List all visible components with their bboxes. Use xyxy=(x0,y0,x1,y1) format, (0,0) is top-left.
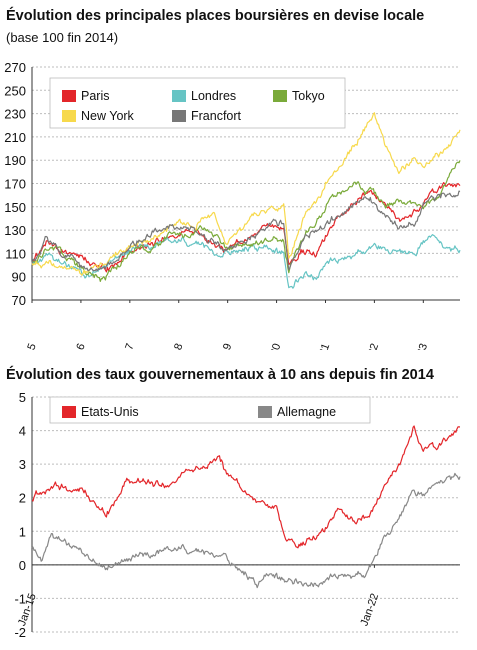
stock-index-chart: 70 90 110 130 150 170 190 210 230 250 270 Jan-15 Jan… xyxy=(4,60,461,350)
chart2-legend-label: Etats-Unis xyxy=(81,405,139,419)
chart1-ytick-label: 210 xyxy=(4,130,26,145)
chart1-ytick-label: 270 xyxy=(4,60,26,75)
chart1-legend-swatch xyxy=(62,110,76,122)
chart2-legend-swatch xyxy=(62,406,76,418)
chart2-ytick-label: -1 xyxy=(14,591,26,606)
chart1-legend-label: Londres xyxy=(191,89,236,103)
chart1-xtick-label: Jan-15 xyxy=(16,342,39,350)
chart1-legend-label: Tokyo xyxy=(292,89,325,103)
chart2-legend xyxy=(49,396,371,424)
chart2-ytick-label: 0 xyxy=(19,558,26,573)
chart1-legend-label: Paris xyxy=(81,89,109,103)
chart2-title: Évolution des taux gouvernementaux à 10 … xyxy=(6,367,434,383)
chart1-xtick-label: Jan-18 xyxy=(163,342,186,350)
chart1-xtick-label: Jan-22 xyxy=(358,342,381,350)
chart2-legend-label: Allemagne xyxy=(277,405,336,419)
chart1-legend-swatch xyxy=(172,110,186,122)
chart1-legend xyxy=(49,77,346,129)
chart2-ytick-label: 1 xyxy=(19,524,26,539)
chart2-ytick-label: 3 xyxy=(19,457,26,472)
chart2-ytick-label: 2 xyxy=(19,491,26,506)
chart2-xtick-label: Jan-22 xyxy=(358,592,381,628)
chart1-ytick-label: 130 xyxy=(4,223,26,238)
chart1-ytick-label: 70 xyxy=(12,293,26,308)
chart1-legend-label: Francfort xyxy=(191,109,242,123)
chart1-subtitle: (base 100 fin 2014) xyxy=(6,30,119,45)
chart1-series-line-4 xyxy=(31,190,461,272)
chart1-series-line-3 xyxy=(31,112,461,276)
chart1-xtick-label: Jan-21 xyxy=(310,342,333,350)
chart1-series-line-2 xyxy=(31,160,461,282)
chart2-ytick-label: -2 xyxy=(14,625,26,640)
chart1-legend-swatch xyxy=(273,90,287,102)
chart2-series-line-1 xyxy=(31,472,461,589)
chart1-xtick-label: Jan-19 xyxy=(212,342,235,350)
chart2-ytick-label: 4 xyxy=(19,424,26,439)
chart2-legend-swatch xyxy=(258,406,272,418)
chart1-legend-swatch xyxy=(62,90,76,102)
chart1-xtick-label: Jan-17 xyxy=(114,342,137,350)
chart1-ytick-label: 110 xyxy=(5,246,26,261)
chart1-legend-swatch xyxy=(172,90,186,102)
chart1-ytick-label: 250 xyxy=(4,83,26,98)
chart1-xtick-label: Jan-23 xyxy=(407,342,430,350)
chart1-xtick-label: Jan-16 xyxy=(65,342,88,350)
chart1-legend-label: New York xyxy=(81,109,135,123)
chart1-xtick-label: Jan-20 xyxy=(261,342,284,350)
chart1-ytick-label: 150 xyxy=(4,200,26,215)
chart1-ytick-label: 170 xyxy=(4,177,26,192)
chart2-series-line-0 xyxy=(31,425,461,549)
chart1-ytick-label: 230 xyxy=(4,107,26,122)
chart2-ytick-label: 5 xyxy=(19,390,26,405)
chart1-ytick-label: 90 xyxy=(12,270,26,285)
chart1-ytick-label: 190 xyxy=(4,153,26,168)
chart1-title: Évolution des principales places boursiè… xyxy=(6,8,425,24)
chart1-series-line-0 xyxy=(31,181,461,273)
